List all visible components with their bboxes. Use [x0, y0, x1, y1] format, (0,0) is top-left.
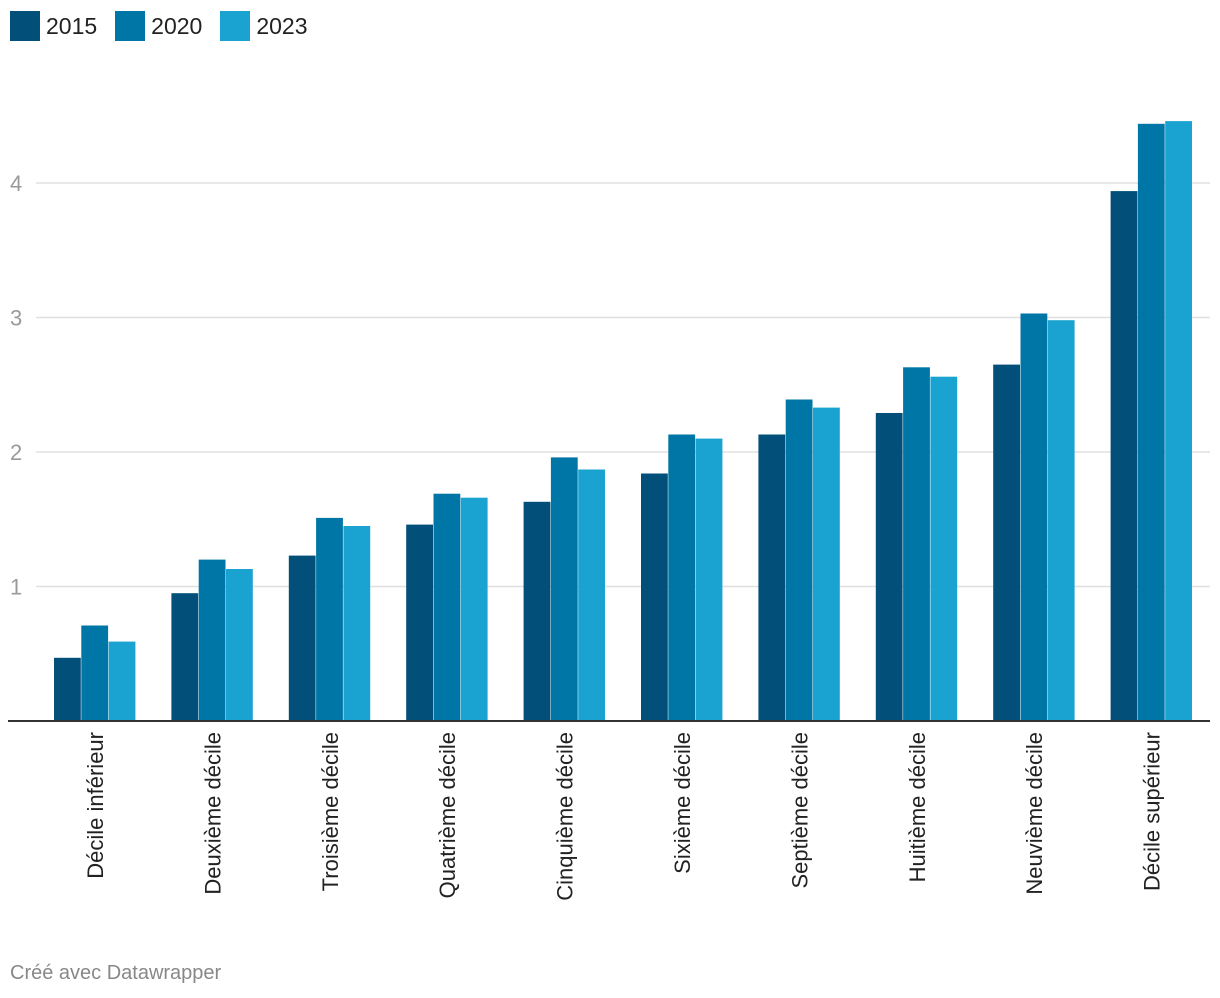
y-tick-label-3: 3 — [10, 306, 22, 331]
x-tick-label-7: Septième décile — [787, 732, 812, 889]
bar-2020-cat-2 — [198, 559, 226, 721]
bar-2023-cat-8 — [930, 376, 958, 721]
bar-2023-cat-1 — [108, 641, 136, 721]
bar-2015-cat-8 — [875, 413, 903, 721]
legend-label-2023: 2023 — [256, 12, 308, 39]
footer-credit: Créé avec Datawrapper — [10, 962, 222, 984]
bar-2020-cat-10 — [1137, 123, 1165, 722]
bar-2020-cat-7 — [785, 399, 813, 721]
labels-layer: 1 2 3 4 Décile inférieur Deuxième décile Trois… — [10, 171, 1165, 901]
bar-2023-cat-6 — [695, 438, 723, 721]
bar-2023-cat-3 — [343, 526, 371, 721]
bar-2015-cat-6 — [641, 473, 668, 721]
legend-item-2023: 2023 — [220, 11, 308, 41]
y-tick-label-4: 4 — [10, 171, 22, 196]
bar-2020-cat-9 — [1020, 313, 1048, 721]
bar-2023-cat-2 — [226, 569, 253, 721]
x-tick-label-1: Décile inférieur — [83, 732, 108, 879]
bar-2020-cat-4 — [433, 493, 461, 721]
x-tick-label-4: Quatrième décile — [435, 732, 460, 898]
bars-layer — [54, 121, 1192, 722]
x-tick-label-2: Deuxième décile — [200, 732, 225, 895]
x-tick-label-10: Décile supérieur — [1140, 732, 1165, 891]
bar-2023-cat-5 — [578, 469, 605, 721]
bar-2015-cat-5 — [523, 501, 551, 721]
legend: 2015 2020 2023 — [10, 10, 326, 42]
bar-2023-cat-4 — [460, 497, 488, 721]
legend-label-2020: 2020 — [151, 12, 203, 39]
x-tick-label-3: Troisième décile — [318, 732, 343, 891]
legend-swatch-2020 — [115, 11, 146, 41]
bar-2015-cat-9 — [993, 364, 1020, 721]
bar-2020-cat-1 — [81, 625, 109, 721]
bar-2020-cat-5 — [550, 457, 578, 721]
y-tick-label-1: 1 — [10, 575, 22, 600]
bar-2015-cat-3 — [288, 555, 316, 721]
bar-2020-cat-6 — [668, 434, 696, 721]
bar-2020-cat-3 — [316, 517, 343, 721]
legend-item-2015: 2015 — [10, 11, 97, 41]
y-tick-label-2: 2 — [10, 440, 22, 465]
legend-item-2020: 2020 — [115, 11, 202, 41]
legend-swatch-2023 — [220, 11, 251, 41]
bar-2020-cat-8 — [903, 367, 930, 721]
bar-2015-cat-7 — [758, 434, 786, 721]
bar-2015-cat-10 — [1110, 191, 1138, 722]
bar-2023-cat-7 — [813, 407, 840, 721]
x-tick-label-5: Cinquième décile — [553, 732, 578, 901]
x-tick-label-8: Huitième décile — [905, 732, 930, 882]
bar-2015-cat-4 — [406, 524, 433, 721]
x-tick-label-9: Neuvième décile — [1022, 732, 1047, 895]
bar-2015-cat-1 — [54, 657, 81, 721]
bar-2023-cat-10 — [1165, 121, 1192, 722]
bar-chart: 1 2 3 4 Décile inférieur Deuxième décile Trois… — [8, 121, 1210, 901]
x-tick-label-6: Sixième décile — [670, 732, 695, 874]
legend-swatch-2015 — [10, 11, 40, 41]
bar-2023-cat-9 — [1047, 320, 1075, 721]
bar-2015-cat-2 — [171, 593, 199, 721]
legend-label-2015: 2015 — [46, 12, 98, 39]
